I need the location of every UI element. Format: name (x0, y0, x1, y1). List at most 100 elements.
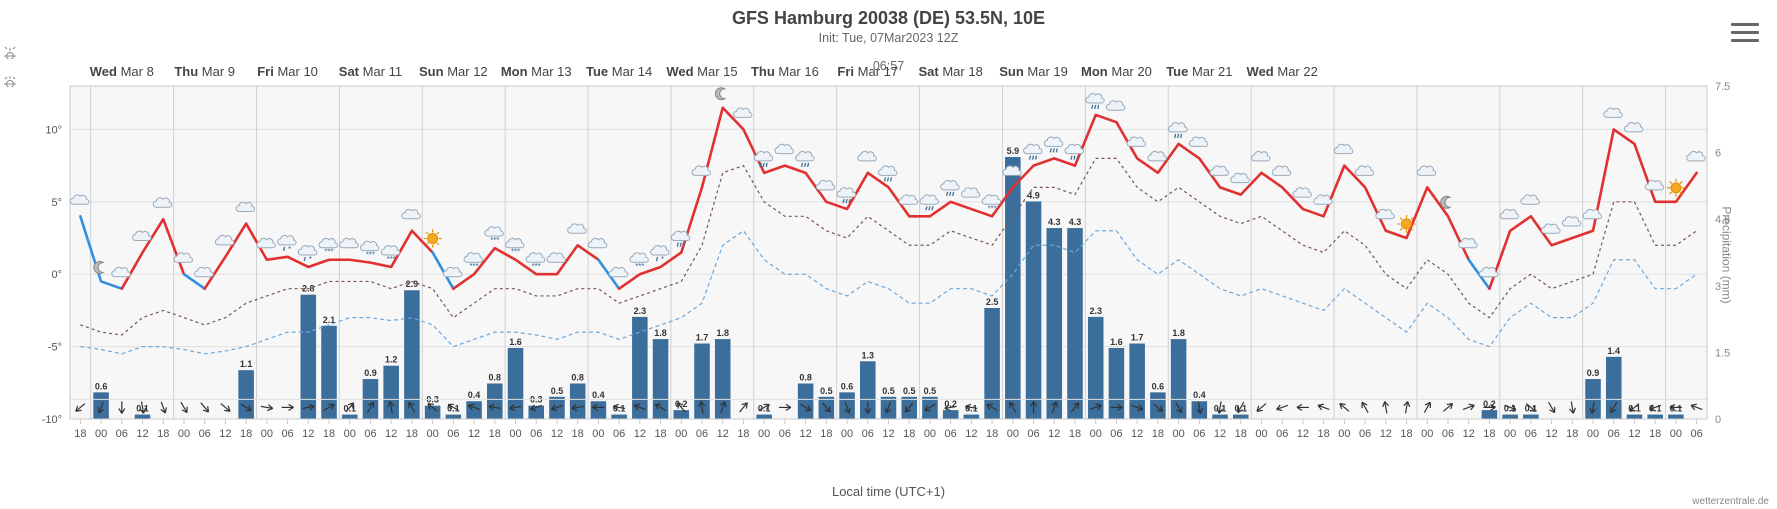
day-header: Wed Mar 15 (666, 64, 737, 79)
precip-bar (984, 308, 1000, 419)
svg-text:00: 00 (675, 428, 687, 440)
svg-text:12: 12 (1297, 428, 1309, 440)
precip-bar (1233, 415, 1249, 419)
day-header: Wed Mar 22 (1247, 64, 1318, 79)
precip-bar (238, 370, 254, 419)
svg-text:00: 00 (1007, 428, 1019, 440)
precip-value: 1.6 (1110, 337, 1123, 347)
svg-text:06: 06 (530, 428, 542, 440)
svg-text:18: 18 (903, 428, 915, 440)
svg-text:18: 18 (654, 428, 666, 440)
svg-text:18: 18 (323, 428, 335, 440)
precip-value: 2.5 (986, 297, 999, 307)
day-header: Thu Mar 16 (751, 64, 819, 79)
precip-value: 0.4 (1193, 390, 1206, 400)
precip-bar (1482, 410, 1498, 419)
svg-text:12: 12 (634, 428, 646, 440)
precip-value: 0.9 (1587, 368, 1600, 378)
precip-value: 1.7 (1131, 333, 1144, 343)
svg-text:06: 06 (1110, 428, 1122, 440)
precip-bar (135, 415, 151, 419)
chart-menu-button[interactable] (1731, 18, 1759, 42)
day-header: Fri Mar 10 (257, 64, 318, 79)
svg-text:1.5: 1.5 (1715, 347, 1730, 359)
credits-link[interactable]: wetterzentrale.de (1692, 496, 1769, 507)
svg-text:*: * (496, 236, 499, 245)
precip-value: 5.9 (1007, 146, 1020, 156)
y2-axis-label: Precipitation (mm) (1719, 206, 1733, 303)
svg-text:18: 18 (157, 428, 169, 440)
precip-bar (1026, 201, 1042, 419)
precip-bar (1088, 317, 1104, 419)
day-header: Fri Mar 17 (837, 64, 898, 79)
svg-text:06: 06 (1276, 428, 1288, 440)
day-header: Mon Mar 20 (1081, 64, 1152, 79)
precip-value: 2.3 (634, 306, 647, 316)
svg-text:18: 18 (737, 428, 749, 440)
svg-text:06: 06 (447, 428, 459, 440)
svg-text:12: 12 (1048, 428, 1060, 440)
precip-bar (1047, 228, 1063, 419)
svg-text:12: 12 (1628, 428, 1640, 440)
svg-text:00: 00 (924, 428, 936, 440)
svg-text:18: 18 (240, 428, 252, 440)
precip-value: 1.8 (1172, 328, 1185, 338)
precip-value: 0.6 (841, 381, 854, 391)
svg-text:0: 0 (1715, 414, 1721, 426)
svg-text:00: 00 (178, 428, 190, 440)
precip-value: 1.1 (240, 359, 253, 369)
sunset-icon (2, 73, 18, 87)
precip-bar (301, 295, 317, 419)
sunrise-icon (2, 45, 18, 59)
svg-text:12: 12 (882, 428, 894, 440)
svg-text:18: 18 (820, 428, 832, 440)
svg-text:06: 06 (1442, 428, 1454, 440)
svg-text:06: 06 (1359, 428, 1371, 440)
precip-value: 1.8 (654, 328, 667, 338)
weather-icon (1398, 215, 1416, 233)
svg-text:18: 18 (1566, 428, 1578, 440)
svg-text:12: 12 (468, 428, 480, 440)
svg-text:00: 00 (95, 428, 107, 440)
svg-text:06: 06 (364, 428, 376, 440)
svg-text:*: * (476, 262, 479, 271)
svg-text:18: 18 (1069, 428, 1081, 440)
precip-value: 0.1 (1525, 404, 1538, 414)
svg-text:00: 00 (758, 428, 770, 440)
precip-value: 1.4 (1607, 346, 1620, 356)
svg-text:*: * (330, 248, 333, 257)
svg-text:18: 18 (489, 428, 501, 440)
svg-text:00: 00 (1670, 428, 1682, 440)
precip-bar (1668, 415, 1684, 419)
svg-text:0°: 0° (51, 269, 62, 281)
precip-value: 0.4 (468, 390, 481, 400)
precip-bar (798, 383, 814, 419)
svg-text:10°: 10° (45, 124, 62, 136)
svg-text:*: * (393, 255, 396, 264)
svg-text:*: * (309, 255, 312, 264)
precip-value: 0.5 (820, 386, 833, 396)
precip-bar (632, 317, 648, 419)
svg-text:*: * (661, 255, 664, 264)
svg-text:18: 18 (1318, 428, 1330, 440)
precip-value: 4.3 (1048, 217, 1061, 227)
svg-text:18: 18 (406, 428, 418, 440)
x-axis-label: Local time (UTC+1) (0, 484, 1777, 499)
precip-bar (342, 415, 358, 419)
svg-text:06: 06 (1691, 428, 1703, 440)
precip-bar (1150, 392, 1166, 419)
weather-icon (1667, 179, 1685, 197)
svg-text:12: 12 (799, 428, 811, 440)
svg-text:12: 12 (1131, 428, 1143, 440)
svg-text:06: 06 (116, 428, 128, 440)
svg-text:18: 18 (986, 428, 998, 440)
day-header: Sat Mar 11 (339, 64, 402, 79)
precip-bar (446, 415, 462, 419)
precip-value: 1.3 (862, 350, 875, 360)
svg-text:12: 12 (1380, 428, 1392, 440)
precip-value: 0.8 (571, 372, 584, 382)
weather-icon (424, 230, 442, 248)
svg-text:00: 00 (509, 428, 521, 440)
precip-value: 1.7 (696, 333, 709, 343)
precip-bar (1212, 415, 1228, 419)
